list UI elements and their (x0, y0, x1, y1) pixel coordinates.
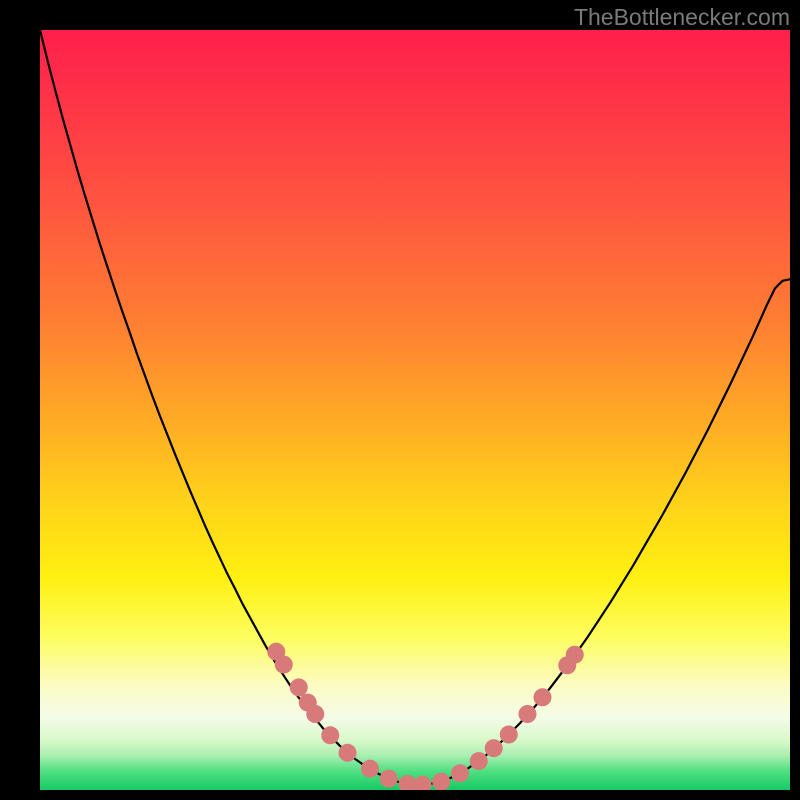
bottleneck-chart (40, 30, 790, 790)
marker-dot (306, 705, 324, 723)
marker-dot (534, 688, 552, 706)
watermark-text: TheBottlenecker.com (574, 4, 790, 31)
marker-dot (451, 764, 469, 782)
marker-dot (519, 705, 537, 723)
marker-dot (470, 752, 488, 770)
marker-dot (275, 656, 293, 674)
chart-background (40, 30, 790, 790)
marker-dot (361, 760, 379, 778)
marker-dot (339, 744, 357, 762)
marker-dot (321, 726, 339, 744)
marker-dot (485, 739, 503, 757)
chart-svg (40, 30, 790, 790)
marker-dot (566, 646, 584, 664)
marker-dot (380, 770, 398, 788)
marker-dot (500, 726, 518, 744)
marker-dot (290, 678, 308, 696)
marker-dot (432, 773, 450, 790)
